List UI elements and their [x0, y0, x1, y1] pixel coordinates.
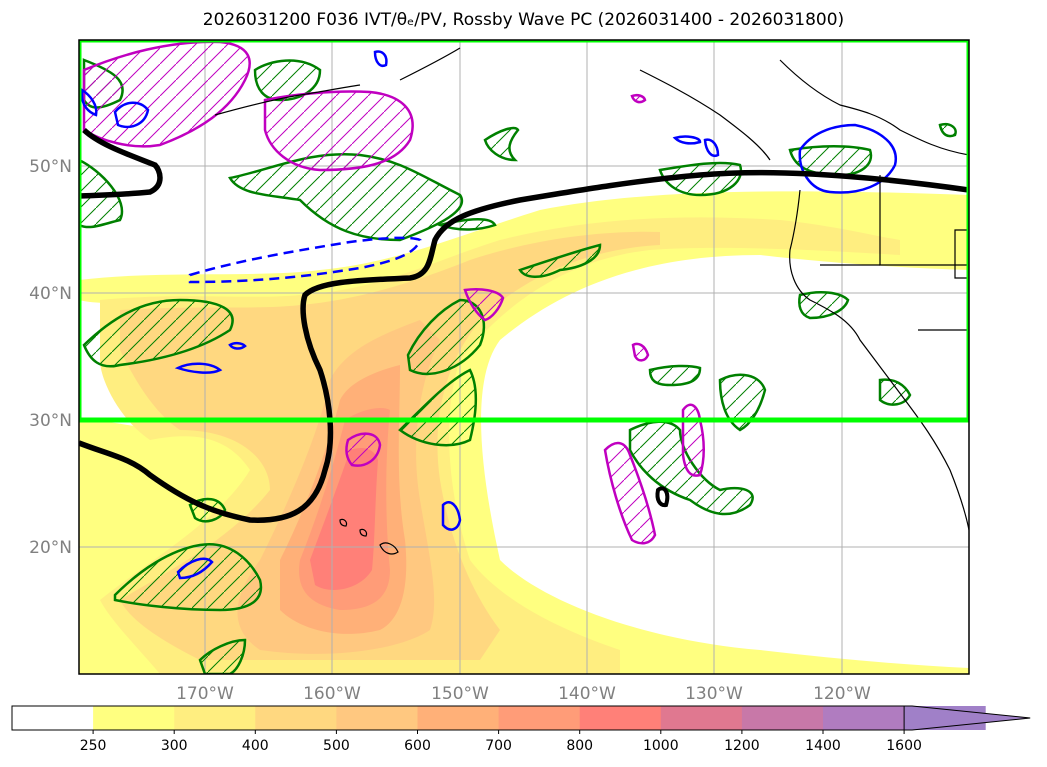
- colorbar-extend-arrow: [903, 705, 1031, 731]
- colorbar-segment: [174, 706, 256, 730]
- colorbar-segment: [579, 706, 662, 730]
- colorbar-outline: [11, 705, 905, 731]
- colorbar-segment: [417, 706, 500, 730]
- negative-contours: [80, 50, 898, 580]
- colorbar-tick-label: 1600: [886, 738, 922, 754]
- colorbar-segment: [660, 706, 743, 730]
- lon-tick-label: 170°W: [176, 684, 234, 704]
- ivt-layer-800: [310, 448, 378, 590]
- map-frame: [78, 39, 970, 675]
- lat-labels: 20°N 30°N 40°N 50°N: [29, 157, 72, 558]
- colorbar-segment: [741, 706, 824, 730]
- lon-labels: 170°W 160°W 150°W 140°W 130°W 120°W: [176, 684, 871, 704]
- map-content: [79, 40, 969, 674]
- pv-contours: [82, 40, 705, 545]
- colorbar-segment: [498, 706, 581, 730]
- lat-tick-label: 50°N: [29, 157, 72, 177]
- coastlines: [214, 47, 969, 555]
- map-title: 2026031200 F036 IVT/θₑ/PV, Rossby Wave P…: [202, 10, 845, 30]
- colorbar-segment: [12, 706, 94, 730]
- colorbar-tick-label: 250: [80, 738, 107, 754]
- colorbar: 250 300 400 500 600 700 800 1000 1200 1400 1600: [11, 705, 1031, 754]
- lon-tick-label: 160°W: [303, 684, 361, 704]
- rossby-wave-contour: [79, 127, 969, 523]
- colorbar-segment: [93, 706, 175, 730]
- colorbar-tick-label: 1400: [805, 738, 841, 754]
- colorbar-segment: [823, 706, 905, 730]
- lon-tick-label: 140°W: [558, 684, 616, 704]
- colorbar-segment: [336, 706, 418, 730]
- colorbar-tick-label: 600: [404, 738, 431, 754]
- lat-tick-label: 20°N: [29, 538, 72, 558]
- dashed-negative-contour: [188, 236, 422, 284]
- colorbar-tick-label: 700: [485, 738, 512, 754]
- highlight-box: [79, 40, 969, 423]
- colorbar-tick-label: 800: [566, 738, 593, 754]
- lon-tick-label: 130°W: [685, 684, 743, 704]
- lat-tick-label: 40°N: [29, 284, 72, 304]
- lon-tick-label: 120°W: [813, 684, 871, 704]
- colorbar-tick-label: 1200: [724, 738, 760, 754]
- colorbar-tick-label: 400: [242, 738, 269, 754]
- colorbar-tick-label: 500: [323, 738, 350, 754]
- lon-tick-label: 150°W: [431, 684, 489, 704]
- colorbar-tick-label: 300: [161, 738, 188, 754]
- lat-tick-label: 30°N: [29, 411, 72, 431]
- colorbar-tick-label: 1000: [643, 738, 679, 754]
- colorbar-segment: [255, 706, 337, 730]
